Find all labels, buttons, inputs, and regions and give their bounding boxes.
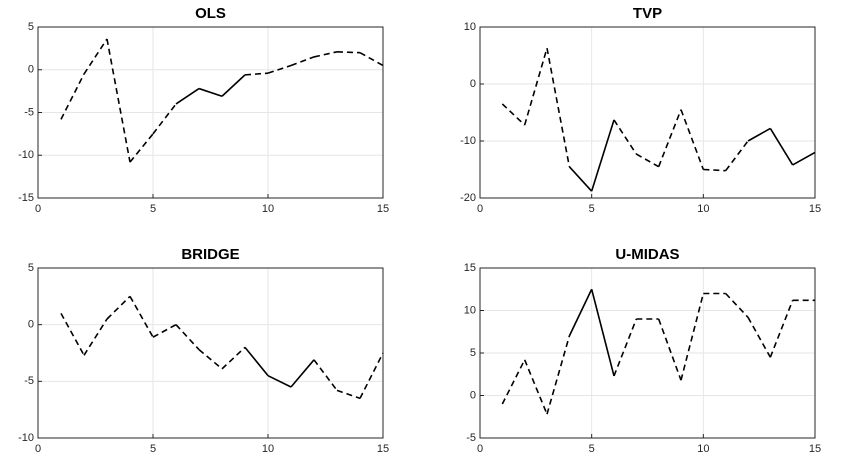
x-tick-label: 0 [477,443,483,455]
line-segment [60,73,85,120]
chart-title: BRIDGE [181,246,239,263]
chart-title: OLS [195,5,226,22]
line-segment [501,103,526,126]
x-tick-label: 0 [35,443,41,455]
y-tick-label: 10 [464,21,476,33]
x-tick-label: 10 [697,443,709,455]
x-tick-label: 15 [377,203,389,215]
y-tick-label: -5 [24,106,34,118]
line-segment [680,293,705,381]
plot-area [480,27,815,198]
line-segment [680,109,705,170]
line-segment [336,50,361,54]
y-tick-label: -5 [466,432,476,444]
x-tick-label: 5 [589,443,595,455]
chart-title: TVP [633,5,662,22]
y-tick-label: 5 [28,262,34,274]
line-segment [657,318,682,381]
line-segment [359,51,384,67]
line-segment [290,359,315,388]
line-segment [501,359,526,405]
y-tick-label: 5 [470,347,476,359]
line-segment [590,119,615,192]
line-segment [198,348,223,370]
line-segment [129,133,154,163]
line-segment [725,292,749,318]
line-segment [313,359,338,391]
line-segment [106,295,131,320]
chart-title: U-MIDAS [615,246,679,263]
line-segment [613,318,638,377]
y-tick-label: 0 [28,319,34,331]
line-segment [747,316,772,358]
line-segment [613,119,638,155]
line-segment [359,352,384,399]
line-segment [221,74,246,97]
axes-box [479,26,816,199]
line-segment [568,288,593,337]
axes-box [37,26,384,199]
line-segment [769,300,794,358]
line-segment [267,64,292,74]
y-tick-label: 15 [464,262,476,274]
line-segment [244,72,269,76]
x-tick-label: 0 [35,203,41,215]
line-segment [336,389,361,400]
line-segment [725,140,749,172]
line-segment [703,168,726,172]
x-tick-label: 15 [377,443,389,455]
y-tick-label: -20 [460,192,476,204]
line-segment [129,295,154,338]
line-segment [792,151,816,166]
y-tick-label: 0 [470,389,476,401]
line-segment [313,51,338,58]
line-segment [568,166,593,192]
line-segment [523,47,548,126]
y-tick-label: -10 [460,135,476,147]
line-segment [546,335,571,415]
line-segment [152,103,177,135]
x-tick-label: 0 [477,203,483,215]
line-segment [769,128,794,166]
line-segment [590,289,615,377]
y-tick-label: 0 [470,78,476,90]
x-tick-label: 5 [150,443,156,455]
line-segment [60,312,85,356]
line-segment [244,346,269,377]
x-tick-label: 10 [262,203,274,215]
y-tick-label: 0 [28,64,34,76]
x-tick-label: 15 [809,203,821,215]
y-tick-label: -15 [18,192,34,204]
line-segment [221,346,246,370]
axes-box [479,267,816,439]
plot-area [38,268,383,438]
line-segment [546,47,571,167]
line-segment [290,56,315,67]
line-segment [267,374,292,388]
line-segment [198,87,223,98]
line-segment [175,324,200,351]
x-tick-label: 15 [809,443,821,455]
x-tick-label: 10 [262,443,274,455]
line-segment [175,87,200,105]
y-tick-label: -5 [24,375,34,387]
y-tick-label: 10 [464,304,476,316]
line-segment [747,127,771,142]
x-tick-label: 5 [150,203,156,215]
y-tick-label: 5 [28,21,34,33]
x-tick-label: 5 [589,203,595,215]
y-tick-label: -10 [18,432,34,444]
line-segment [83,318,108,356]
line-segment [106,38,131,163]
line-segment [635,153,660,168]
line-segment [83,38,108,75]
line-segment [152,323,177,338]
line-segment [657,109,682,167]
x-tick-label: 10 [697,203,709,215]
y-tick-label: -10 [18,149,34,161]
